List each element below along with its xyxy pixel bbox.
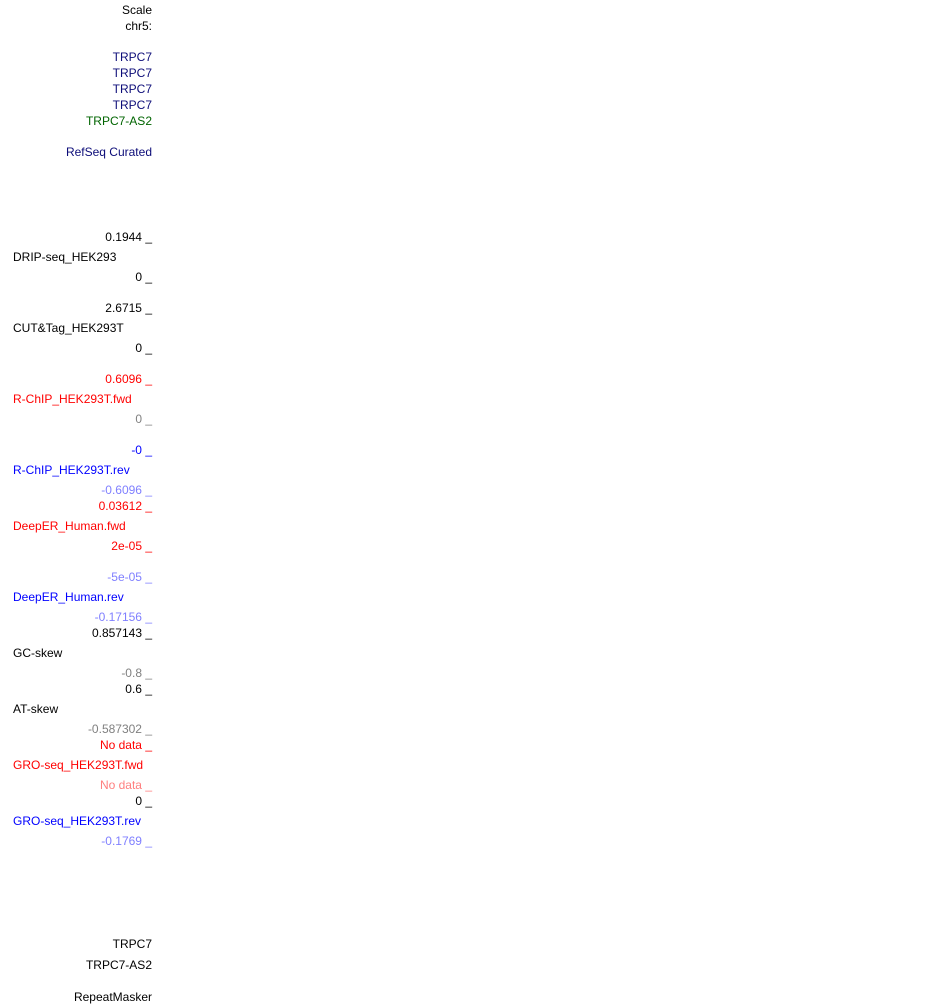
drip-min: 0 _ (135, 270, 152, 284)
cuttag-track-label[interactable]: CUT&Tag_HEK293T (13, 321, 124, 335)
gro-fwd-min: No data _ (99, 778, 152, 792)
rchip-rev-min: -0.6096 _ (101, 483, 152, 497)
deeper-rev-max: -5e-05 _ (107, 570, 152, 584)
deeper-rev-min: -0.17156 _ (94, 610, 152, 624)
gro-fwd-track-label[interactable]: GRO-seq_HEK293T.fwd (13, 758, 144, 772)
scale-label: Scale (121, 3, 152, 17)
gc-track-label[interactable]: GC-skew (13, 646, 63, 660)
rchip-fwd-min: 0 _ (135, 412, 152, 426)
deeper-fwd-max: 0.03612 _ (98, 499, 152, 513)
rchip-fwd-track-label[interactable]: R-ChIP_HEK293T.fwd (13, 392, 132, 406)
chrom-label: chr5: (125, 19, 152, 33)
gro-rev-track-label[interactable]: GRO-seq_HEK293T.rev (13, 814, 142, 828)
gro-rev-max: 0 _ (135, 794, 152, 808)
gc-min: -0.8 _ (121, 666, 152, 680)
deeper-fwd-min: 2e-05 _ (111, 539, 152, 553)
drip-max: 0.1944 _ (105, 230, 152, 244)
gro-rev-min: -0.1769 _ (101, 834, 152, 848)
deeper-fwd-track-label[interactable]: DeepER_Human.fwd (13, 519, 126, 533)
at-min: -0.587302 _ (87, 722, 152, 736)
at-max: 0.6 _ (125, 682, 152, 696)
rchip-fwd-max: 0.6096 _ (105, 372, 152, 386)
drip-track-label[interactable]: DRIP-seq_HEK293 (13, 250, 117, 264)
gene-label[interactable]: TRPC7-AS2 (85, 114, 152, 128)
at-track-label[interactable]: AT-skew (13, 702, 59, 716)
rchip-rev-max: -0 _ (131, 443, 152, 457)
gene-label[interactable]: TRPC7-AS2 (85, 958, 152, 972)
deeper-rev-track-label[interactable]: DeepER_Human.rev (13, 590, 124, 604)
gene-label[interactable]: TRPC7 (112, 50, 152, 64)
cuttag-max: 2.6715 _ (105, 301, 152, 315)
gene-label[interactable]: TRPC7 (112, 98, 152, 112)
cuttag-min: 0 _ (135, 341, 152, 355)
gene-label[interactable]: TRPC7 (112, 82, 152, 96)
refseq-track-label[interactable]: RefSeq Curated (65, 145, 152, 159)
gene-label[interactable]: TRPC7 (112, 66, 152, 80)
gc-max: 0.857143 _ (91, 626, 152, 640)
repeatmasker-track-label[interactable]: RepeatMasker (73, 990, 152, 1004)
rchip-rev-track-label[interactable]: R-ChIP_HEK293T.rev (13, 463, 130, 477)
gene-label[interactable]: TRPC7 (112, 937, 152, 951)
gro-fwd-max: No data _ (99, 738, 152, 752)
